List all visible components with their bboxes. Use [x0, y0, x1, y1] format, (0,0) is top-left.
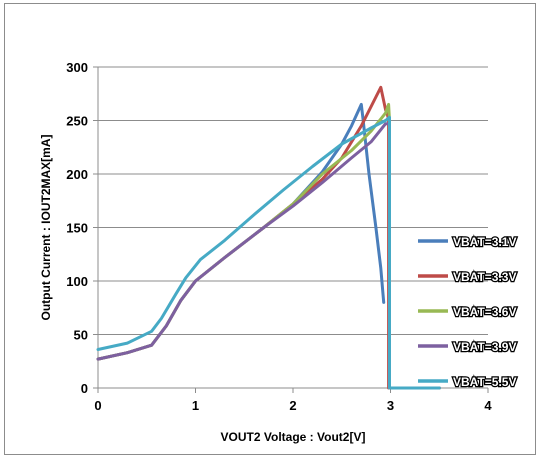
- series-line-5: [96, 115, 441, 390]
- series-line-1: [96, 102, 386, 361]
- x-tick-label: 4: [484, 398, 492, 413]
- y-axis-title: Output Current : IOUT2MAX[mA]: [39, 135, 53, 321]
- legend-label: VBAT=3.9V: [453, 340, 516, 354]
- legend-label: VBAT=3.3V: [453, 270, 516, 284]
- y-tick-label: 50: [74, 328, 88, 343]
- x-tick-label: 0: [94, 398, 101, 413]
- y-tick-label: 100: [66, 274, 88, 289]
- legend-label: VBAT=3.1V: [453, 235, 516, 249]
- legend-label: VBAT=5.5V: [453, 375, 516, 389]
- y-tick-label: 0: [81, 381, 88, 396]
- y-tick-label: 250: [66, 114, 88, 129]
- y-tick-label: 200: [66, 167, 88, 182]
- x-tick-label: 2: [289, 398, 296, 413]
- x-tick-label: 3: [387, 398, 394, 413]
- y-tick-label: 300: [66, 60, 88, 75]
- x-tick-label: 1: [192, 398, 199, 413]
- y-tick-label: 150: [66, 221, 88, 236]
- legend-label: VBAT=3.6V: [453, 305, 516, 319]
- x-axis-title: VOUT2 Voltage : Vout2[V]: [221, 430, 366, 444]
